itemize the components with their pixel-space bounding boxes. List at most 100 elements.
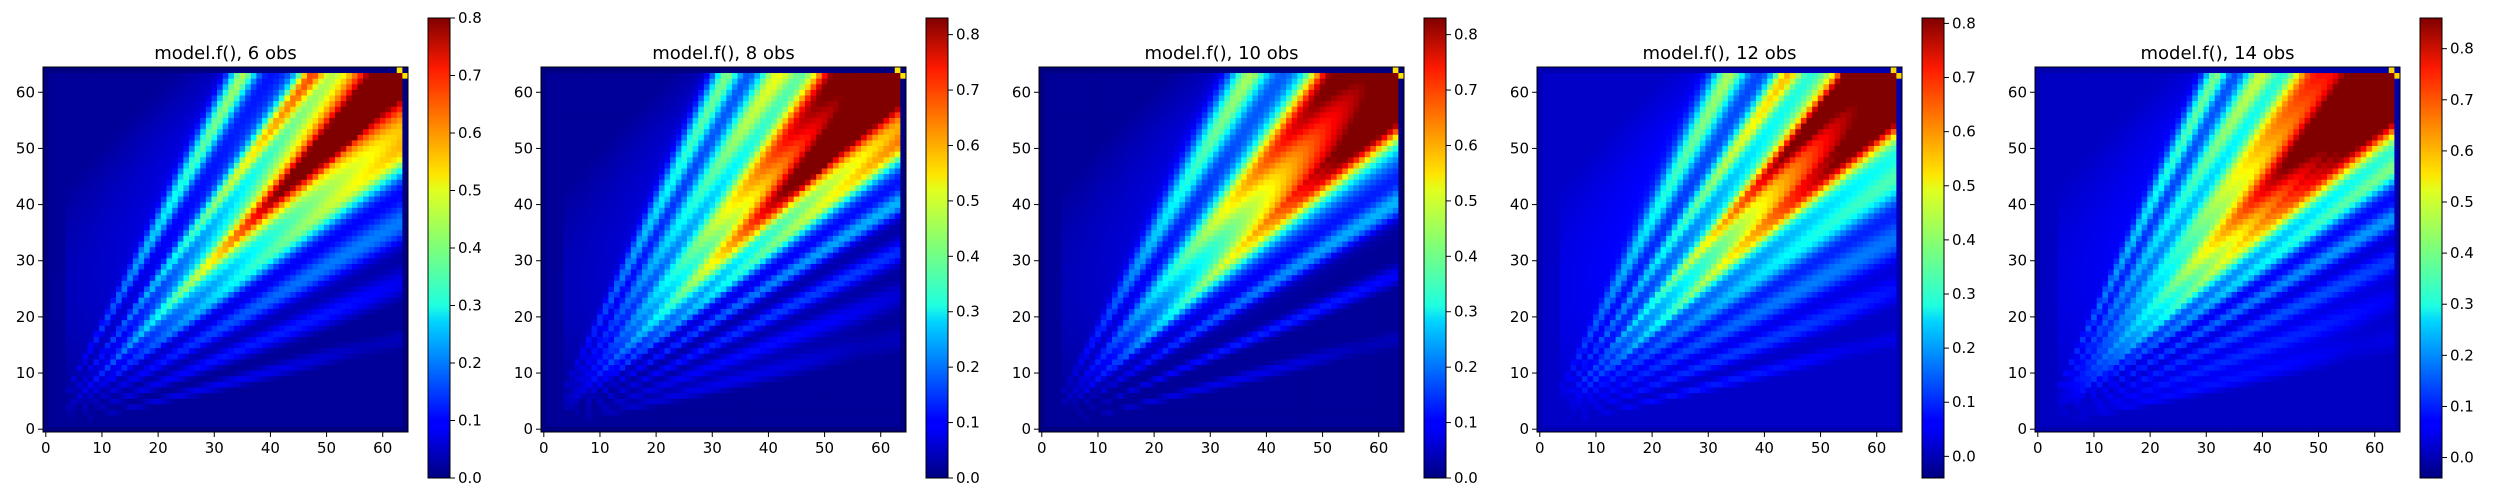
- heatmap-cell: [160, 201, 167, 208]
- heatmap-cell: [127, 409, 134, 416]
- heatmap-cell: [48, 162, 55, 169]
- heatmap-cell: [177, 387, 184, 394]
- heatmap-cell: [821, 415, 828, 422]
- heatmap-cell: [239, 241, 246, 248]
- heatmap-cell: [194, 213, 201, 220]
- heatmap-cell: [670, 415, 677, 422]
- heatmap-cell: [54, 145, 61, 152]
- heatmap-cell: [340, 229, 347, 236]
- heatmap-cell: [760, 370, 767, 377]
- heatmap-cell: [541, 398, 548, 405]
- heatmap-cell: [222, 72, 229, 79]
- heatmap-cell: [65, 359, 72, 366]
- heatmap-cell: [54, 280, 61, 287]
- heatmap-cell: [194, 319, 201, 326]
- heatmap-cell: [127, 128, 134, 135]
- heatmap-cell: [110, 291, 117, 298]
- heatmap-cell: [379, 67, 386, 74]
- heatmap-cell: [290, 297, 297, 304]
- heatmap-cell: [256, 111, 263, 118]
- heatmap-cell: [222, 314, 229, 321]
- heatmap-cell: [379, 190, 386, 197]
- heatmap-cell: [200, 330, 207, 337]
- heatmap-cell: [59, 162, 66, 169]
- heatmap-cell: [675, 387, 682, 394]
- heatmap-cell: [306, 213, 313, 220]
- heatmap-cell: [54, 201, 61, 208]
- heatmap-cell: [295, 95, 302, 102]
- heatmap-cell: [329, 415, 336, 422]
- heatmap-cell: [396, 190, 403, 197]
- heatmap-cell: [346, 314, 353, 321]
- heatmap-cell: [396, 291, 403, 298]
- heatmap-cell: [65, 246, 72, 253]
- heatmap-cell: [82, 162, 89, 169]
- heatmap-cell: [194, 235, 201, 242]
- heatmap-cell: [104, 229, 111, 236]
- heatmap-cell: [306, 286, 313, 293]
- heatmap-cell: [127, 415, 134, 422]
- heatmap-cell: [127, 89, 134, 96]
- heatmap-cell: [172, 415, 179, 422]
- heatmap-cell: [776, 426, 783, 433]
- heatmap-cell: [256, 196, 263, 203]
- heatmap-cell: [189, 213, 196, 220]
- heatmap-cell: [59, 83, 66, 90]
- heatmap-cell: [48, 415, 55, 422]
- heatmap-cell: [155, 415, 162, 422]
- heatmap-cell: [200, 168, 207, 175]
- heatmap-cell: [894, 381, 901, 388]
- heatmap-cell: [827, 375, 834, 382]
- heatmap-cell: [183, 246, 190, 253]
- heatmap-cell: [357, 263, 364, 270]
- heatmap-cell: [149, 286, 156, 293]
- heatmap-cell: [87, 246, 94, 253]
- heatmap-cell: [318, 263, 325, 270]
- heatmap-cell: [99, 89, 106, 96]
- heatmap-cell: [335, 179, 342, 186]
- heatmap-cell: [189, 252, 196, 259]
- heatmap-cell: [653, 387, 660, 394]
- heatmap-cell: [200, 308, 207, 315]
- heatmap-cell: [306, 359, 313, 366]
- heatmap-cell: [43, 297, 50, 304]
- heatmap-cell: [861, 381, 868, 388]
- heatmap-cell: [323, 235, 330, 242]
- heatmap-cell: [385, 184, 392, 191]
- heatmap-cell: [194, 257, 201, 264]
- heatmap-cell: [782, 426, 789, 433]
- heatmap-cell: [194, 364, 201, 371]
- heatmap-cell: [318, 128, 325, 135]
- heatmap-cell: [278, 140, 285, 147]
- heatmap-cell: [144, 83, 151, 90]
- heatmap-cell: [284, 319, 291, 326]
- heatmap-cell: [385, 246, 392, 253]
- heatmap-cell: [391, 302, 398, 309]
- heatmap-cell: [245, 347, 252, 354]
- heatmap-cell: [256, 67, 263, 74]
- heatmap-cell: [222, 336, 229, 343]
- heatmap-cell: [166, 128, 173, 135]
- heatmap-cell: [284, 370, 291, 377]
- heatmap-cell: [222, 359, 229, 366]
- heatmap-cell: [93, 280, 100, 287]
- heatmap-cell: [267, 291, 274, 298]
- heatmap-cell: [138, 409, 145, 416]
- heatmap-cell: [138, 398, 145, 405]
- heatmap-cell: [160, 184, 167, 191]
- heatmap-cell: [647, 392, 654, 399]
- heatmap-cell: [183, 370, 190, 377]
- heatmap-cell: [273, 364, 280, 371]
- heatmap-cell: [379, 78, 386, 85]
- heatmap-cell: [99, 302, 106, 309]
- heatmap-cell: [71, 67, 78, 74]
- heatmap-cell: [664, 392, 671, 399]
- heatmap-cell: [48, 409, 55, 416]
- heatmap-cell: [144, 387, 151, 394]
- heatmap-cell: [200, 156, 207, 163]
- heatmap-cell: [177, 420, 184, 427]
- heatmap-cell: [121, 100, 128, 107]
- heatmap-cell: [76, 387, 83, 394]
- heatmap-cell: [76, 263, 83, 270]
- heatmap-cell: [379, 370, 386, 377]
